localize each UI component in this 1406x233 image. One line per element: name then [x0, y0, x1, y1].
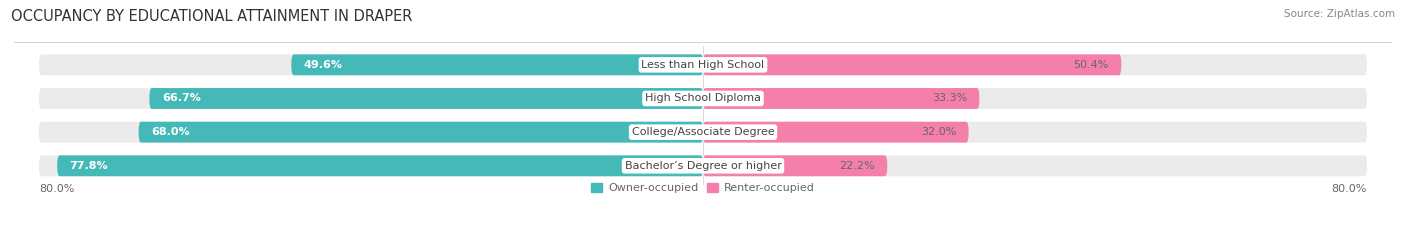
Legend: Owner-occupied, Renter-occupied: Owner-occupied, Renter-occupied	[592, 183, 814, 193]
FancyBboxPatch shape	[703, 122, 969, 143]
FancyBboxPatch shape	[39, 122, 1367, 143]
FancyBboxPatch shape	[139, 122, 703, 143]
FancyBboxPatch shape	[703, 155, 887, 176]
Text: Less than High School: Less than High School	[641, 60, 765, 70]
Text: 32.0%: 32.0%	[921, 127, 956, 137]
Text: 66.7%: 66.7%	[162, 93, 201, 103]
FancyBboxPatch shape	[58, 155, 703, 176]
Text: College/Associate Degree: College/Associate Degree	[631, 127, 775, 137]
Text: High School Diploma: High School Diploma	[645, 93, 761, 103]
Text: Source: ZipAtlas.com: Source: ZipAtlas.com	[1284, 9, 1395, 19]
Text: 22.2%: 22.2%	[839, 161, 875, 171]
FancyBboxPatch shape	[39, 54, 1367, 75]
FancyBboxPatch shape	[39, 155, 1367, 176]
Text: 50.4%: 50.4%	[1074, 60, 1109, 70]
FancyBboxPatch shape	[149, 88, 703, 109]
FancyBboxPatch shape	[291, 54, 703, 75]
FancyBboxPatch shape	[703, 54, 1122, 75]
Text: Bachelor’s Degree or higher: Bachelor’s Degree or higher	[624, 161, 782, 171]
Text: 33.3%: 33.3%	[932, 93, 967, 103]
Text: 80.0%: 80.0%	[39, 184, 75, 194]
Text: 80.0%: 80.0%	[1331, 184, 1367, 194]
Text: 49.6%: 49.6%	[304, 60, 343, 70]
Text: 68.0%: 68.0%	[150, 127, 190, 137]
FancyBboxPatch shape	[703, 88, 980, 109]
Text: OCCUPANCY BY EDUCATIONAL ATTAINMENT IN DRAPER: OCCUPANCY BY EDUCATIONAL ATTAINMENT IN D…	[11, 9, 412, 24]
Text: 77.8%: 77.8%	[70, 161, 108, 171]
FancyBboxPatch shape	[39, 88, 1367, 109]
